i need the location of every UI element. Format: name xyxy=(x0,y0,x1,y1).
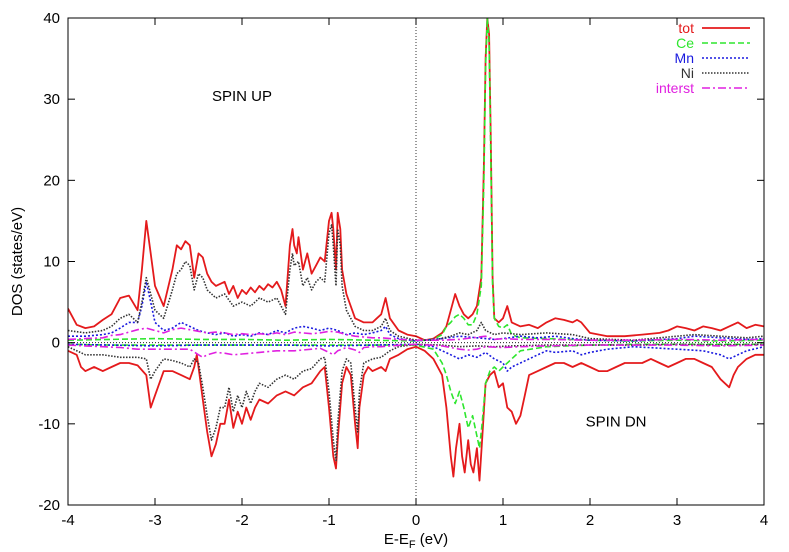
series-interst-dn xyxy=(68,343,764,359)
x-tick-label: 4 xyxy=(760,512,768,529)
series-Ni-dn xyxy=(68,343,764,462)
legend-label-interst: interst xyxy=(656,80,694,96)
y-tick-label: 40 xyxy=(43,10,60,27)
x-tick-label: -2 xyxy=(235,512,248,529)
annotation-spin-up: SPIN UP xyxy=(212,88,272,105)
legend-label-tot: tot xyxy=(678,20,694,36)
series-tot-dn xyxy=(68,345,764,482)
series-Ni-up xyxy=(68,224,764,342)
annotation-spin-dn: SPIN DN xyxy=(586,413,647,430)
x-tick-label: -1 xyxy=(322,512,335,529)
x-axis-label: E-EF (eV) xyxy=(384,531,448,551)
legend-label-Ni: Ni xyxy=(681,65,694,81)
y-axis-label: DOS (states/eV) xyxy=(9,207,26,316)
x-tick-label: 1 xyxy=(499,512,507,529)
legend-label-Mn: Mn xyxy=(675,50,694,66)
x-tick-label: 0 xyxy=(412,512,420,529)
x-tick-label: 3 xyxy=(673,512,681,529)
series-Ce-up xyxy=(68,18,764,342)
y-tick-label: -20 xyxy=(38,497,60,514)
x-axis-label-unit: (eV) xyxy=(416,531,449,548)
x-tick-label: -4 xyxy=(61,512,74,529)
x-tick-label: 2 xyxy=(586,512,594,529)
y-tick-label: -10 xyxy=(38,416,60,433)
series-tot-up xyxy=(68,18,764,342)
series-Mn-dn xyxy=(68,343,764,372)
y-tick-label: 10 xyxy=(43,254,60,271)
x-axis-label-subscript: F xyxy=(409,539,416,551)
plot-frame xyxy=(67,17,765,506)
legend-label-Ce: Ce xyxy=(676,35,694,51)
y-tick-label: 20 xyxy=(43,172,60,189)
y-tick-label: 30 xyxy=(43,91,60,108)
series-Mn-up xyxy=(68,280,764,342)
x-tick-label: -3 xyxy=(148,512,161,529)
series-layer xyxy=(68,18,764,482)
x-axis-label-main: E-E xyxy=(384,531,409,548)
y-tick-label: 0 xyxy=(52,335,60,352)
series-Ce-dn xyxy=(68,343,764,450)
annotations: SPIN UP SPIN DN xyxy=(212,88,647,430)
